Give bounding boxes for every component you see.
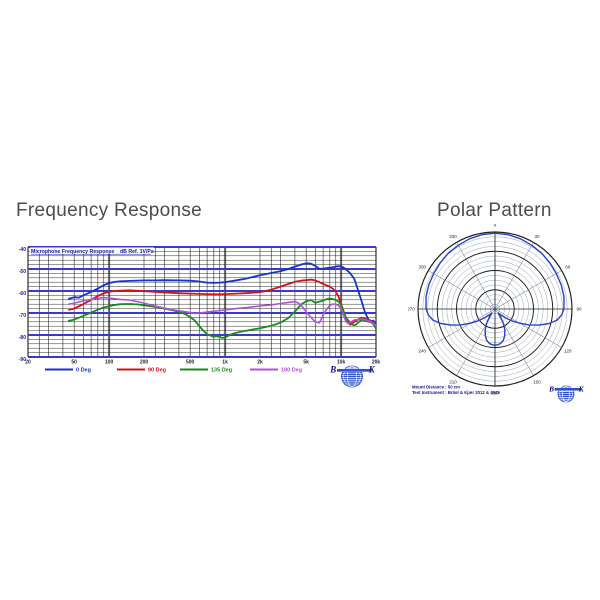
svg-text:K: K (368, 364, 376, 374)
svg-text:K: K (578, 384, 585, 393)
svg-text:Mount Distance : 50 cm: Mount Distance : 50 cm (412, 385, 460, 390)
svg-text:50: 50 (71, 360, 77, 366)
svg-text:60: 60 (565, 265, 571, 270)
fr-curve-180-deg (68, 296, 377, 327)
svg-text:180: 180 (491, 391, 499, 396)
svg-text:Microphone Frequency Response: Microphone Frequency Response (31, 249, 114, 255)
svg-text:-70: -70 (19, 313, 26, 319)
svg-text:0 Deg: 0 Deg (76, 368, 91, 374)
svg-text:2k: 2k (257, 360, 263, 366)
svg-text:120: 120 (564, 349, 572, 354)
svg-text:200: 200 (140, 360, 149, 366)
svg-text:210: 210 (449, 379, 457, 384)
svg-text:20k: 20k (372, 360, 381, 366)
svg-text:90: 90 (576, 307, 582, 312)
svg-text:-80: -80 (19, 335, 26, 341)
polar-pattern-chart: 0 30 60 90 120 150 180 210 240 270 300 330 Mount Dis… (408, 224, 585, 403)
svg-text:-60: -60 (19, 291, 26, 297)
svg-text:dB Ref. 1V/Pa: dB Ref. 1V/Pa (120, 249, 154, 255)
svg-text:180 Deg: 180 Deg (281, 368, 302, 374)
fr-plot-area: Microphone Frequency Response dB Ref. 1V/… (19, 246, 381, 366)
svg-text:10k: 10k (337, 360, 346, 366)
svg-text:330: 330 (449, 234, 457, 239)
fr-curve-0-deg (68, 262, 377, 327)
svg-text:90 Deg: 90 Deg (148, 368, 166, 374)
svg-text:30: 30 (534, 234, 540, 239)
svg-text:500: 500 (186, 360, 195, 366)
svg-text:B: B (329, 364, 336, 374)
svg-text:-50: -50 (19, 269, 26, 275)
polar-response-curve (425, 232, 565, 346)
svg-text:240: 240 (418, 349, 426, 354)
frequency-response-chart: Microphone Frequency Response dB Ref. 1V/… (19, 246, 381, 388)
svg-text:-90: -90 (19, 357, 26, 363)
svg-text:B: B (548, 384, 554, 393)
polar-pattern-title: Polar Pattern (437, 200, 552, 221)
svg-text:135 Deg: 135 Deg (211, 368, 232, 374)
polar-center-dot (494, 308, 496, 310)
svg-text:Test Instrument : Brüel & Kjær: Test Instrument : Brüel & Kjær 2012 & 49… (412, 390, 500, 395)
svg-text:0: 0 (494, 224, 497, 228)
pp-grid: 0 30 60 90 120 150 180 210 240 270 300 330 (408, 224, 582, 396)
fr-curve-135-deg (68, 297, 377, 339)
frequency-response-title: Frequency Response (16, 200, 203, 221)
svg-text:150: 150 (533, 379, 541, 384)
svg-text:20: 20 (25, 360, 31, 366)
svg-text:-40: -40 (19, 247, 26, 253)
svg-text:100: 100 (105, 360, 114, 366)
fr-legend: 0 Deg 90 Deg 135 Deg 180 Deg (45, 368, 302, 374)
svg-text:1k: 1k (222, 360, 228, 366)
svg-text:300: 300 (418, 265, 426, 270)
svg-text:5k: 5k (303, 360, 309, 366)
svg-text:270: 270 (408, 307, 415, 312)
